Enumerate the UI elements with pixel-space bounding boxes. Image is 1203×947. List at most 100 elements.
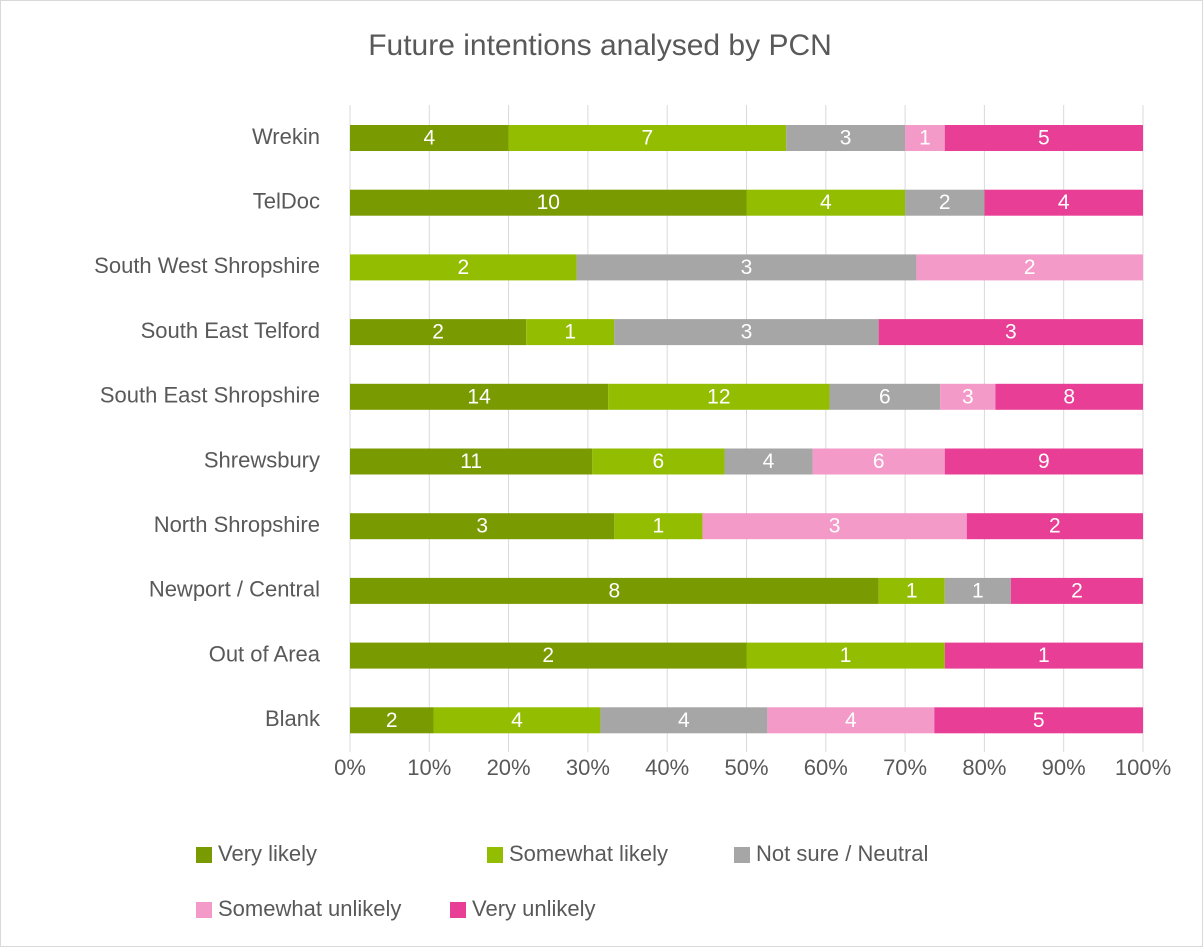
bar-segment <box>944 577 1011 604</box>
data-label: 3 <box>829 515 841 538</box>
bar-segment <box>350 125 509 151</box>
data-label: 1 <box>906 579 918 602</box>
data-label: 2 <box>457 256 469 279</box>
y-tick-label: Shrewsbury <box>204 447 320 472</box>
legend-swatch <box>450 902 466 918</box>
data-label: 4 <box>423 127 435 150</box>
x-tick-label: 30% <box>566 755 610 780</box>
legend-label: Very likely <box>218 841 317 866</box>
x-tick-label: 20% <box>487 755 531 780</box>
legend-label: Somewhat likely <box>509 841 668 866</box>
bar-segment <box>350 707 434 734</box>
data-label: 1 <box>972 579 984 602</box>
y-tick-label: Blank <box>265 706 321 731</box>
bar-segment <box>614 319 879 346</box>
data-label: 8 <box>1063 385 1075 408</box>
data-label: 3 <box>741 256 753 279</box>
y-tick-label: TelDoc <box>253 189 320 214</box>
data-label: 2 <box>386 709 398 732</box>
data-label: 8 <box>608 579 620 602</box>
y-tick-label: Out of Area <box>209 641 321 666</box>
data-label: 6 <box>873 450 885 473</box>
bar-segment <box>350 448 593 475</box>
x-tick-label: 80% <box>962 755 1006 780</box>
data-label: 3 <box>476 515 488 538</box>
bar-segment <box>905 125 945 151</box>
data-label: 2 <box>542 644 554 667</box>
data-label: 6 <box>653 450 665 473</box>
bar-segment <box>576 254 917 281</box>
x-tick-label: 40% <box>645 755 689 780</box>
bar-segment <box>526 319 615 346</box>
data-label: 1 <box>919 127 931 150</box>
bar-segment <box>829 383 941 410</box>
bar-segment <box>350 577 879 604</box>
data-label: 6 <box>879 385 891 408</box>
data-label: 5 <box>1038 127 1050 150</box>
legend-swatch <box>196 902 212 918</box>
bar-segment <box>724 448 813 475</box>
bar-segment <box>934 707 1143 734</box>
bar-segment <box>508 125 787 151</box>
data-label: 7 <box>642 127 654 150</box>
bar-segment <box>966 513 1143 540</box>
data-label: 1 <box>1038 644 1050 667</box>
data-label: 2 <box>1024 256 1036 279</box>
bar-segment <box>984 189 1143 216</box>
bar-segment <box>600 707 768 734</box>
bar-segment <box>944 125 1143 151</box>
bar-segment <box>916 254 1143 281</box>
bar-segment <box>350 383 609 410</box>
bar-segment <box>995 383 1143 410</box>
x-tick-label: 0% <box>334 755 366 780</box>
bar-segment <box>746 642 945 669</box>
y-tick-label: South East Shropshire <box>100 383 320 408</box>
data-label: 4 <box>1058 191 1070 214</box>
chart-title: Future intentions analysed by PCN <box>368 29 832 62</box>
data-label: 2 <box>432 321 444 344</box>
bar-segment <box>433 707 601 734</box>
data-label: 3 <box>1005 321 1017 344</box>
data-label: 14 <box>467 385 491 408</box>
y-tick-label: Newport / Central <box>149 577 320 602</box>
legend-label: Not sure / Neutral <box>756 841 928 866</box>
x-tick-label: 90% <box>1042 755 1086 780</box>
bar-segment <box>940 383 996 410</box>
y-tick-label: South East Telford <box>141 318 320 343</box>
data-label: 5 <box>1033 709 1045 732</box>
legend-swatch <box>196 847 212 863</box>
data-label: 4 <box>845 709 857 732</box>
bar-segment <box>746 189 906 216</box>
bar-segment <box>350 254 577 281</box>
data-label: 10 <box>537 191 560 214</box>
legend-label: Somewhat unlikely <box>218 896 401 921</box>
bar-segment <box>350 642 747 669</box>
bar-segment <box>592 448 725 475</box>
data-label: 12 <box>707 385 730 408</box>
x-tick-label: 70% <box>883 755 927 780</box>
data-label: 2 <box>1049 515 1061 538</box>
bar-segment <box>702 513 967 540</box>
x-tick-label: 10% <box>407 755 451 780</box>
data-label: 3 <box>741 321 753 344</box>
data-label: 1 <box>564 321 576 344</box>
bar-segment <box>786 125 906 151</box>
data-label: 1 <box>653 515 665 538</box>
bar-segment <box>878 577 945 604</box>
data-label: 4 <box>678 709 690 732</box>
bar-segment <box>944 642 1143 669</box>
data-label: 1 <box>840 644 852 667</box>
data-label: 11 <box>460 450 482 473</box>
bar-segment <box>350 513 615 540</box>
data-label: 2 <box>939 191 951 214</box>
bar-segment <box>944 448 1143 475</box>
x-tick-label: 50% <box>724 755 768 780</box>
legend-swatch <box>487 847 503 863</box>
data-label: 9 <box>1038 450 1050 473</box>
x-tick-label: 100% <box>1115 755 1171 780</box>
bar-segment <box>608 383 830 410</box>
data-label: 2 <box>1071 579 1083 602</box>
data-label: 3 <box>840 127 852 150</box>
